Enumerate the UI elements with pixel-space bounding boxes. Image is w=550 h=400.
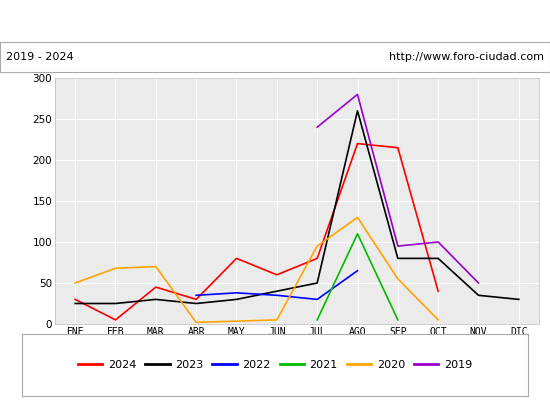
Legend: 2024, 2023, 2022, 2021, 2020, 2019: 2024, 2023, 2022, 2021, 2020, 2019 bbox=[74, 356, 476, 374]
Text: 2019 - 2024: 2019 - 2024 bbox=[6, 52, 73, 62]
Text: Evolucion Nº Turistas Extranjeros en el municipio de La Alberca: Evolucion Nº Turistas Extranjeros en el … bbox=[37, 14, 513, 28]
Text: http://www.foro-ciudad.com: http://www.foro-ciudad.com bbox=[389, 52, 544, 62]
